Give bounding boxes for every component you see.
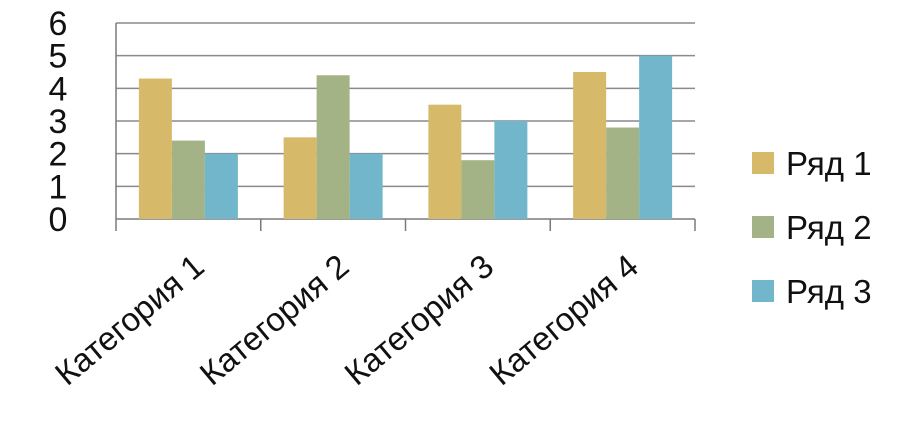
- bar: [283, 137, 317, 219]
- legend-swatch: [752, 280, 774, 302]
- bar: [639, 55, 673, 219]
- bar: [349, 153, 383, 219]
- bar: [316, 75, 350, 220]
- legend-label: Ряд 2: [786, 209, 872, 246]
- legend-label: Ряд 1: [786, 145, 872, 182]
- bar: [573, 72, 607, 219]
- bar: [204, 153, 238, 219]
- y-tick-label: 1: [49, 168, 68, 206]
- bar: [606, 127, 640, 219]
- bar: [461, 160, 495, 219]
- legend-swatch: [752, 152, 774, 174]
- legend: Ряд 1 Ряд 2 Ряд 3: [752, 145, 872, 310]
- y-tick-label: 2: [49, 136, 68, 174]
- y-tick-label: 4: [49, 70, 68, 108]
- bar: [428, 104, 462, 219]
- legend-swatch: [752, 216, 774, 238]
- bar: [494, 121, 528, 219]
- y-tick-label: 0: [49, 201, 68, 239]
- y-tick-label: 6: [49, 5, 68, 43]
- bar: [171, 140, 205, 219]
- bar: [138, 78, 172, 220]
- legend-label: Ряд 3: [786, 273, 872, 310]
- y-tick-label: 3: [49, 103, 68, 141]
- y-tick-label: 5: [49, 38, 68, 76]
- category-label: Категория 4: [482, 247, 645, 392]
- bars: [138, 55, 673, 220]
- category-label: Категория 1: [48, 247, 211, 392]
- category-label: Категория 2: [193, 247, 356, 392]
- category-label: Категория 3: [337, 247, 500, 392]
